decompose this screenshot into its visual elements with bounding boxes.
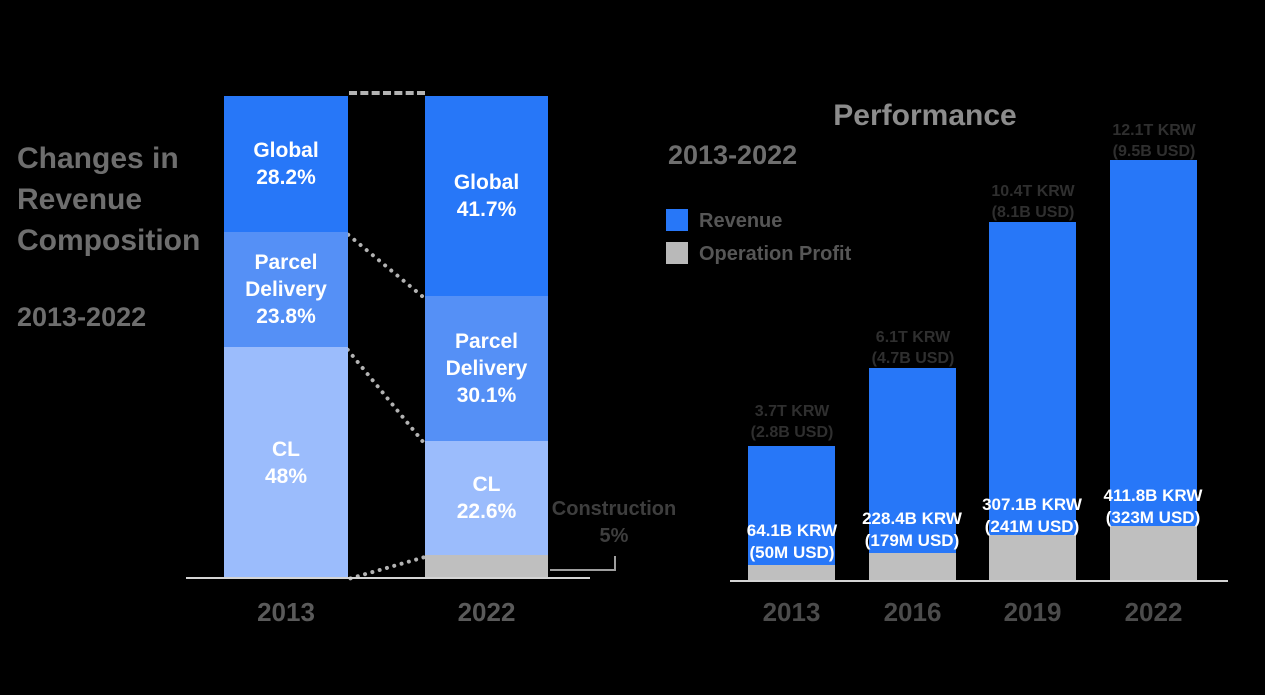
legend-revenue-swatch bbox=[666, 209, 688, 231]
revenue-usd: (9.5B USD) bbox=[1112, 143, 1196, 160]
bar-2016-revenue bbox=[869, 368, 956, 553]
revenue-krw: 3.7T KRW bbox=[754, 403, 830, 420]
bar-2013-revenue bbox=[748, 446, 835, 565]
segment-label: Global bbox=[253, 139, 319, 162]
legend-operation-profit-label: Operation Profit bbox=[699, 243, 852, 265]
segment-2013-parcel-delivery: Parcel Delivery 23.8% bbox=[224, 232, 348, 347]
revenue-label-2022: 12.1T KRW (9.5B USD) bbox=[1069, 120, 1239, 162]
profit-label-2016: 228.4B KRW (179M USD) bbox=[832, 508, 992, 552]
profit-label-2022: 411.8B KRW (323M USD) bbox=[1073, 485, 1233, 529]
segment-value: 48% bbox=[264, 464, 308, 488]
profit-label-2019: 307.1B KRW (241M USD) bbox=[952, 494, 1112, 538]
composition-x-axis-line bbox=[186, 577, 590, 579]
profit-krw: 307.1B KRW bbox=[982, 495, 1082, 514]
segment-2022-cl: CL 22.6% bbox=[425, 441, 548, 555]
performance-x-axis-line bbox=[730, 580, 1228, 582]
connector-top-dashed-line bbox=[349, 91, 425, 95]
connector-parcel-cl-dashed-line bbox=[344, 347, 426, 444]
bar-2022-revenue bbox=[1110, 160, 1197, 526]
bar-2019-revenue bbox=[989, 222, 1076, 535]
revenue-krw: 10.4T KRW bbox=[991, 183, 1075, 200]
profit-krw: 64.1B KRW bbox=[746, 521, 838, 540]
revenue-label-2013: 3.7T KRW (2.8B USD) bbox=[707, 401, 877, 443]
segment-label: Parcel Delivery bbox=[445, 330, 528, 380]
construction-callout-label: Construction bbox=[551, 498, 677, 520]
revenue-usd: (8.1B USD) bbox=[991, 204, 1075, 221]
segment-label: Parcel Delivery bbox=[245, 251, 327, 301]
revenue-label-2019: 10.4T KRW (8.1B USD) bbox=[948, 181, 1118, 223]
profit-usd: (323M USD) bbox=[1105, 508, 1201, 527]
connector-global-parcel-dashed-line bbox=[345, 232, 425, 299]
segment-2013-cl: CL 48% bbox=[224, 347, 348, 578]
revenue-usd: (2.8B USD) bbox=[750, 424, 834, 441]
profit-krw: 228.4B KRW bbox=[862, 509, 962, 528]
legend-operation-profit-swatch bbox=[666, 242, 688, 264]
legend-revenue-label: Revenue bbox=[699, 210, 783, 232]
construction-callout-connector-vertical bbox=[614, 556, 616, 571]
bar-2013-operation-profit bbox=[748, 565, 835, 582]
revenue-krw: 12.1T KRW bbox=[1112, 122, 1196, 139]
profit-label-2013: 64.1B KRW (50M USD) bbox=[712, 520, 872, 564]
performance-chart-period: 2013-2022 bbox=[668, 140, 798, 170]
segment-2022-parcel-delivery: Parcel Delivery 30.1% bbox=[425, 296, 548, 441]
revenue-label-2016: 6.1T KRW (4.7B USD) bbox=[828, 327, 998, 369]
performance-chart-title: Performance bbox=[833, 99, 1017, 132]
segment-value: 28.2% bbox=[256, 166, 316, 189]
bar-2016-operation-profit bbox=[869, 553, 956, 582]
composition-chart-period: 2013-2022 bbox=[17, 302, 147, 332]
performance-x-label-2022: 2022 bbox=[1124, 597, 1183, 627]
bar-2019-operation-profit bbox=[989, 535, 1076, 582]
performance-x-label-2016: 2016 bbox=[883, 597, 942, 627]
segment-value: 23.8% bbox=[256, 305, 316, 328]
composition-x-label-2022: 2022 bbox=[457, 597, 516, 627]
profit-usd: (241M USD) bbox=[984, 517, 1080, 536]
segment-label: CL bbox=[472, 473, 501, 496]
segment-label: Global bbox=[453, 171, 520, 194]
performance-x-label-2019: 2019 bbox=[1003, 597, 1062, 627]
segment-value: 30.1% bbox=[456, 384, 517, 407]
revenue-krw: 6.1T KRW bbox=[875, 329, 951, 346]
composition-chart-title: Changes in Revenue Composition bbox=[17, 142, 201, 257]
construction-callout-connector-horizontal bbox=[550, 569, 616, 571]
segment-2022-global: Global 41.7% bbox=[425, 96, 548, 296]
profit-usd: (179M USD) bbox=[864, 531, 960, 550]
segment-2022-construction bbox=[425, 555, 548, 578]
segment-2013-global: Global 28.2% bbox=[224, 96, 348, 232]
segment-value: 41.7% bbox=[456, 198, 517, 221]
revenue-usd: (4.7B USD) bbox=[871, 350, 955, 367]
segment-label: CL bbox=[272, 437, 300, 461]
construction-callout: Construction 5% bbox=[549, 496, 679, 550]
bar-2022-operation-profit bbox=[1110, 526, 1197, 582]
construction-callout-value: 5% bbox=[599, 525, 629, 547]
profit-usd: (50M USD) bbox=[749, 543, 835, 562]
segment-value: 22.6% bbox=[456, 500, 517, 523]
performance-x-label-2013: 2013 bbox=[762, 597, 821, 627]
composition-x-label-2013: 2013 bbox=[257, 597, 315, 627]
profit-krw: 411.8B KRW bbox=[1103, 486, 1203, 505]
